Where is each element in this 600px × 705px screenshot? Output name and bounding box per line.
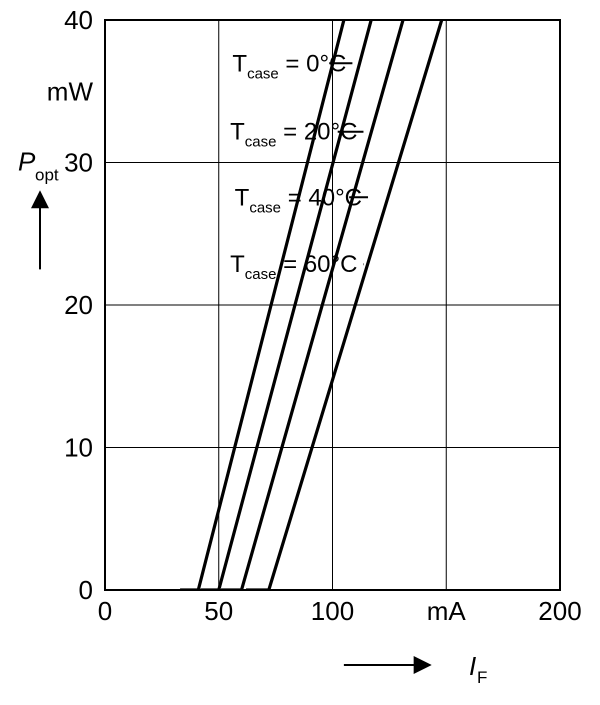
- svg-text:opt: opt: [35, 166, 59, 185]
- svg-text:40: 40: [64, 5, 93, 35]
- svg-text:20: 20: [64, 290, 93, 320]
- svg-text:Tcase = 40°C: Tcase = 40°C: [235, 184, 362, 216]
- svg-text:50: 50: [204, 596, 233, 626]
- svg-text:mW: mW: [47, 76, 94, 106]
- svg-text:mA: mA: [427, 596, 467, 626]
- svg-text:0: 0: [79, 575, 93, 605]
- svg-text:200: 200: [538, 596, 581, 626]
- svg-text:I: I: [469, 651, 476, 681]
- svg-text:0: 0: [98, 596, 112, 626]
- svg-text:10: 10: [64, 433, 93, 463]
- svg-text:Tcase = 60°C: Tcase = 60°C: [230, 251, 357, 283]
- svg-text:30: 30: [64, 148, 93, 178]
- svg-text:F: F: [477, 668, 487, 687]
- chart-svg: 050100200mA010203040mWPoptIFTcase = 0°CT…: [0, 0, 600, 705]
- chart-container: { "chart": { "type": "line", "plot": { "…: [0, 0, 600, 705]
- svg-text:100: 100: [311, 596, 354, 626]
- svg-text:P: P: [18, 147, 36, 177]
